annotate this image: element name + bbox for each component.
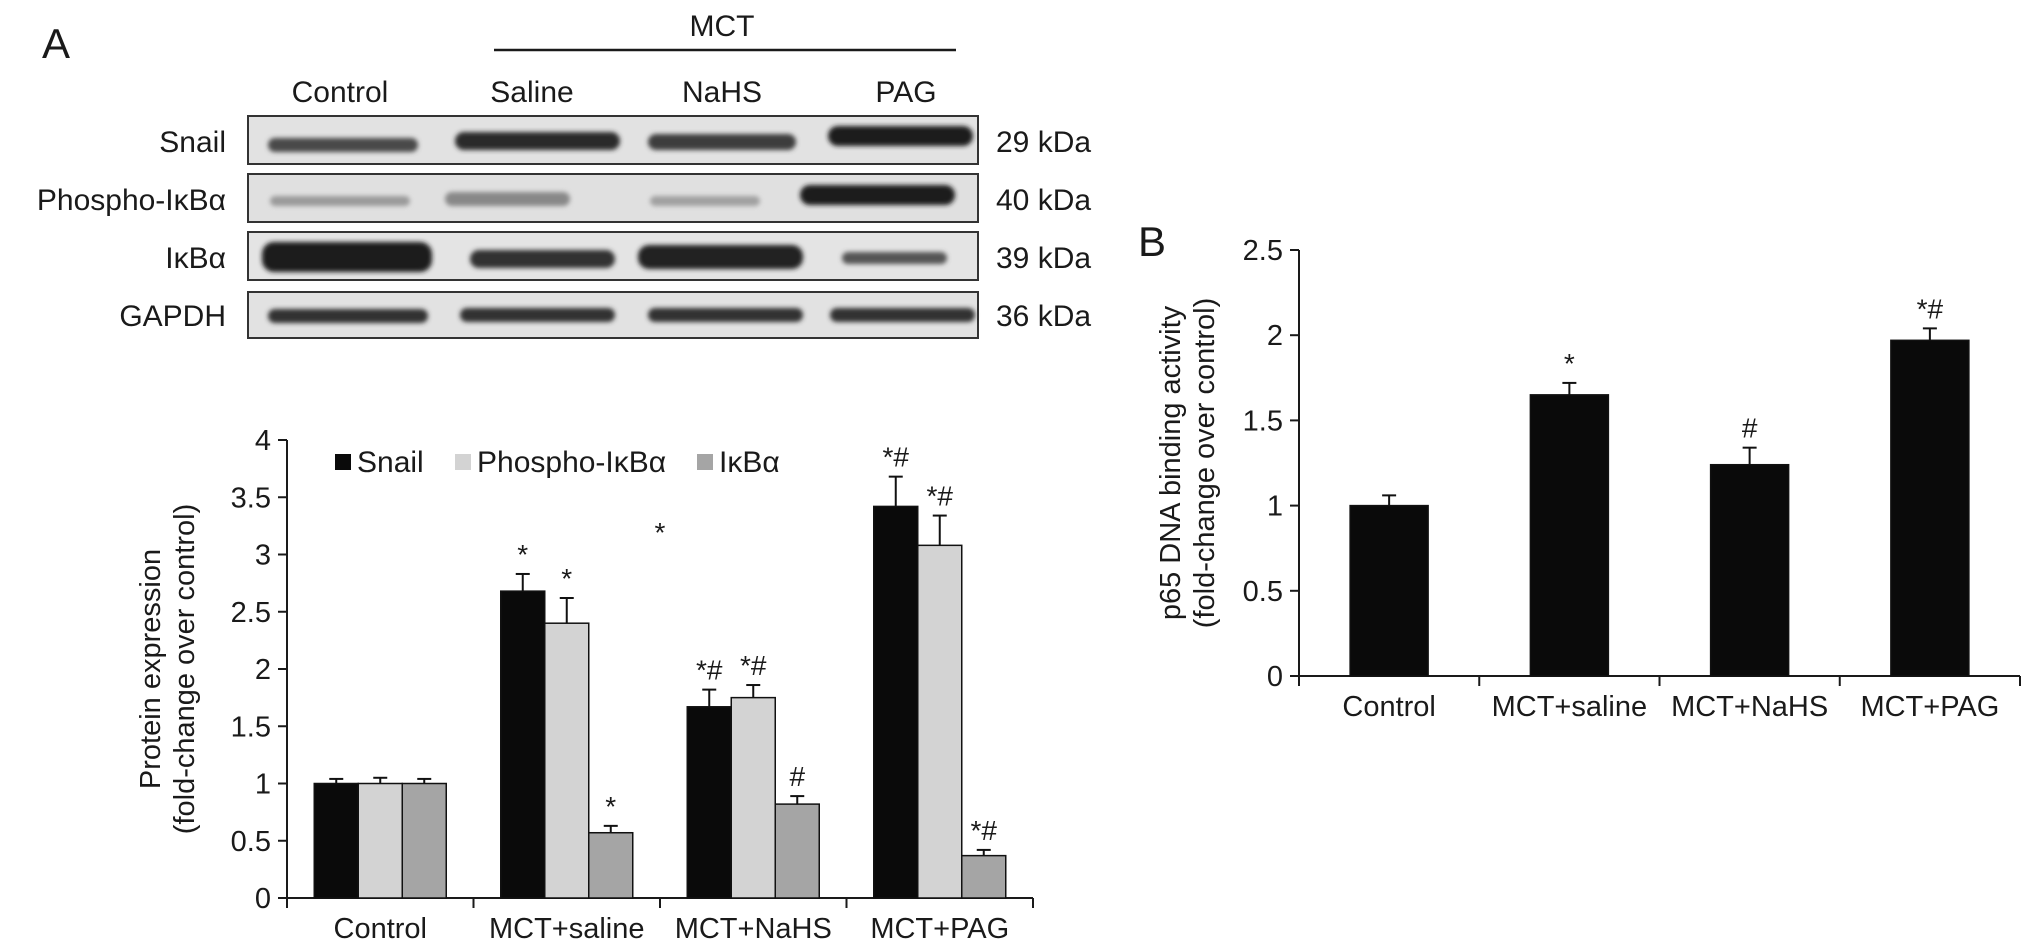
bar <box>500 590 546 899</box>
y-tick-label: 0 <box>1267 661 1283 693</box>
legend-swatch <box>335 454 351 470</box>
bar <box>357 782 403 899</box>
significance-label: * <box>605 791 616 822</box>
significance-label: *# <box>927 481 954 512</box>
chart-panel-a: 0 0.5 1 1.5 2 2.5 3 3.5 4 Control MCT+saline MCT+Na… <box>135 425 1034 945</box>
y-tick-label: 1.5 <box>1243 405 1283 437</box>
bar <box>730 696 776 899</box>
western-blot: MCT Control Saline NaHS PAG Snail 29 kDa… <box>37 10 1091 339</box>
y-tick-label: 2 <box>1267 320 1283 352</box>
blot-row-size: 36 kDa <box>996 300 1091 333</box>
phospho-bands <box>270 185 955 206</box>
bar <box>588 831 634 899</box>
significance-label: *# <box>883 442 910 473</box>
lane-label-nahs: NaHS <box>682 76 762 109</box>
bar <box>917 544 963 899</box>
significance-label: * <box>1564 348 1575 379</box>
lane-label-control: Control <box>292 76 389 109</box>
y-axis-title-line: (fold-change over control) <box>169 504 201 834</box>
bar <box>1529 394 1610 677</box>
y-tick-label: 3.5 <box>231 482 271 514</box>
y-tick-label: 2 <box>255 654 271 686</box>
ikba-bands <box>262 242 947 272</box>
x-tick-label: MCT+PAG <box>1860 691 1999 723</box>
stray-annotation: * <box>655 517 666 548</box>
y-tick-label: 0.5 <box>231 826 271 858</box>
bar <box>1709 463 1790 677</box>
snail-bands <box>268 126 973 152</box>
y-tick-label: 3 <box>255 540 271 572</box>
y-tick-label: 0.5 <box>1243 576 1283 608</box>
blot-row-size: 39 kDa <box>996 242 1091 275</box>
blot-row-size: 40 kDa <box>996 184 1091 217</box>
significance-label: *# <box>971 815 998 846</box>
x-tick-label: MCT+PAG <box>870 913 1009 945</box>
y-tick-label: 0 <box>255 883 271 915</box>
y-tick-label: 4 <box>255 425 271 457</box>
significance-label: *# <box>696 655 723 686</box>
legend-label: IκBα <box>719 446 780 479</box>
x-tick-label: MCT+saline <box>1492 691 1648 723</box>
significance-label: # <box>1742 413 1758 444</box>
legend-label: Phospho-IκBα <box>477 446 666 479</box>
significance-label: *# <box>740 650 767 681</box>
chart-panel-b: 0 0.5 1 1.5 2 2.5 Control MCT+saline MCT+NaHS MCT… <box>1155 235 2021 723</box>
y-tick-label: 1 <box>255 769 271 801</box>
lane-label-saline: Saline <box>490 76 573 109</box>
bar <box>1890 339 1970 677</box>
blot-row-name: Snail <box>159 126 226 159</box>
x-tick-label: Control <box>1342 691 1436 723</box>
y-axis-title: p65 DNA binding activity(fold-change ove… <box>1155 298 1221 628</box>
significance-label: * <box>561 563 572 594</box>
bar <box>873 505 919 899</box>
bar <box>544 622 590 899</box>
x-tick-label: MCT+NaHS <box>1671 691 1828 723</box>
blot-row-name: IκBα <box>165 242 226 275</box>
bar <box>313 782 359 899</box>
x-tick-label: Control <box>334 913 428 945</box>
blot-row-name: Phospho-IκBα <box>37 184 226 217</box>
bar <box>1349 504 1429 677</box>
y-tick-label: 2.5 <box>231 597 271 629</box>
gapdh-bands <box>268 308 975 323</box>
blot-row-size: 29 kDa <box>996 126 1091 159</box>
legend-swatch <box>455 454 471 470</box>
y-axis-title: Protein expression(fold-change over cont… <box>135 504 201 834</box>
y-tick-label: 1 <box>1267 491 1283 523</box>
bar <box>686 706 732 899</box>
y-tick-label: 2.5 <box>1243 235 1283 267</box>
x-tick-label: MCT+saline <box>489 913 645 945</box>
significance-label: *# <box>1917 293 1944 324</box>
panel-a-label: A <box>42 20 70 67</box>
blot-row-name: GAPDH <box>119 300 226 333</box>
bar <box>401 782 447 899</box>
legend-label: Snail <box>357 446 424 479</box>
y-tick-label: 1.5 <box>231 711 271 743</box>
panel-b-label: B <box>1138 218 1166 265</box>
legend-swatch <box>697 454 713 470</box>
y-axis-title-line: (fold-change over control) <box>1189 298 1221 628</box>
bar <box>774 803 820 899</box>
significance-label: # <box>789 761 805 792</box>
lane-label-pag: PAG <box>875 76 936 109</box>
bar <box>961 854 1007 899</box>
x-tick-label: MCT+NaHS <box>675 913 832 945</box>
mct-group-label: MCT <box>690 10 755 43</box>
significance-label: * <box>517 539 528 570</box>
y-axis-title-line: Protein expression <box>135 549 167 789</box>
y-axis-title-line: p65 DNA binding activity <box>1155 305 1187 620</box>
